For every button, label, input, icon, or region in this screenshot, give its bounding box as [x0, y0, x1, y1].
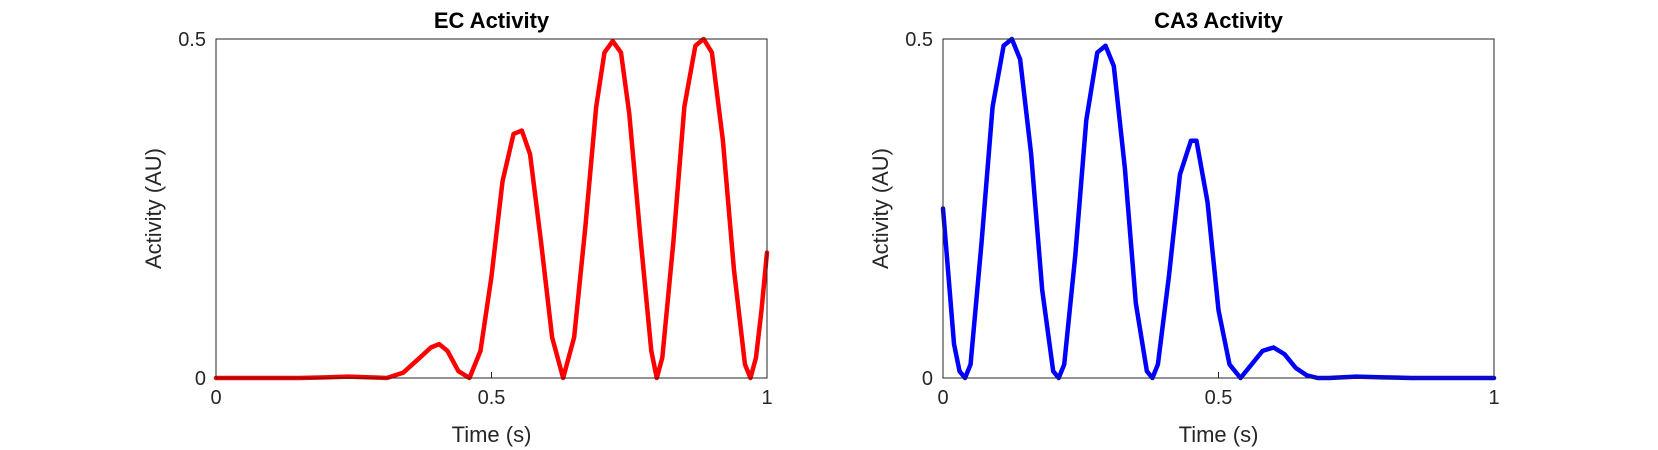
chart-title: CA3 Activity: [1154, 8, 1284, 33]
series-line: [213, 36, 770, 381]
x-tick-label: 0.5: [478, 387, 506, 409]
x-axis-label: Time (s): [452, 422, 532, 447]
y-axis-label: Activity (AU): [141, 148, 166, 269]
y-tick-label: 0: [195, 368, 206, 390]
x-ticks: 0 0.5 1: [210, 372, 773, 409]
y-ticks: 00.5: [178, 29, 222, 390]
x-tick-label: 1: [1488, 387, 1499, 409]
plot-area: [213, 36, 770, 381]
x-tick-label: 0: [937, 387, 948, 409]
x-tick-label: 1: [761, 387, 772, 409]
y-tick-label: 0.5: [905, 29, 933, 51]
y-ticks: 00.5: [905, 29, 949, 390]
x-tick-label: 0.5: [1205, 387, 1233, 409]
y-axis-label: Activity (AU): [868, 148, 893, 269]
ec-activity-chart: EC Activity 0 0.5 1 00.5 Time (s) Activity…: [141, 8, 773, 447]
y-tick-label: 0.5: [178, 29, 206, 51]
plot-area: [940, 36, 1497, 381]
chart-title: EC Activity: [434, 8, 550, 33]
axes-frame: [215, 38, 768, 379]
y-tick-label: 0: [922, 368, 933, 390]
series-line: [940, 36, 1497, 381]
x-tick-label: 0: [210, 387, 221, 409]
ca3-activity-chart: CA3 Activity 0 0.5 1 00.5 Time (s) Activit…: [868, 8, 1500, 447]
x-ticks: 0 0.5 1: [937, 372, 1500, 409]
x-axis-label: Time (s): [1179, 422, 1259, 447]
